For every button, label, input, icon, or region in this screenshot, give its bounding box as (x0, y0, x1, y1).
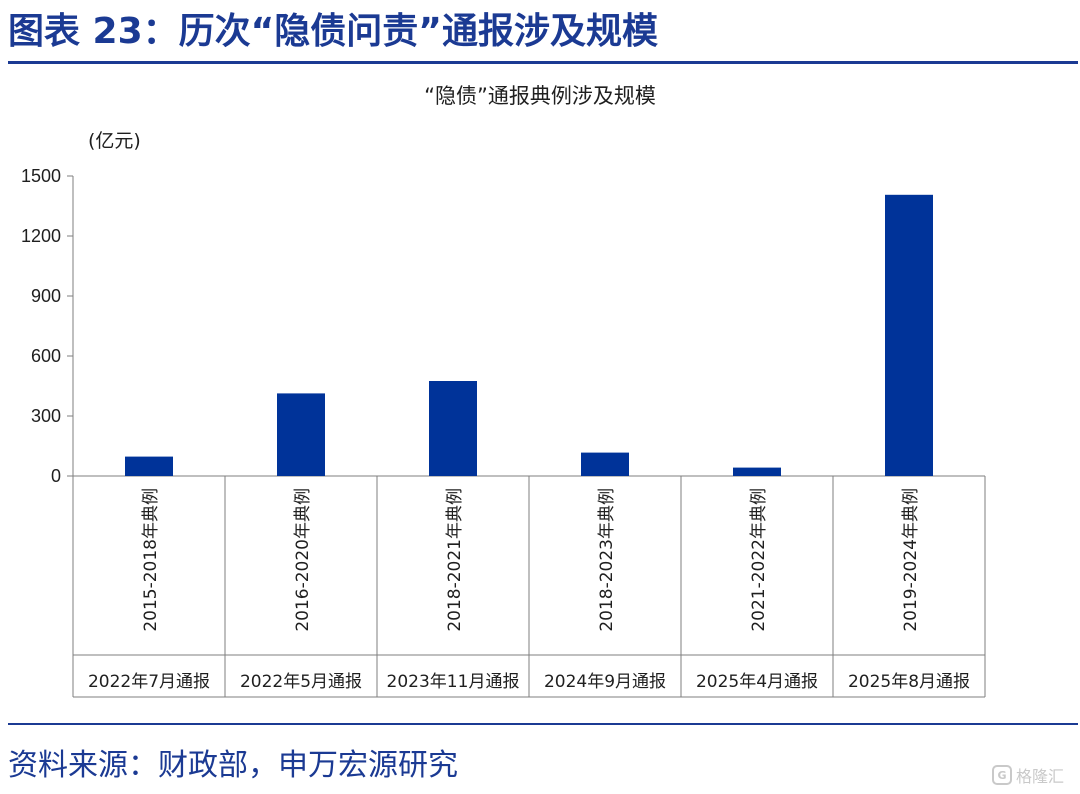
y-tick-label: 0 (51, 466, 61, 486)
y-tick-label: 600 (31, 346, 61, 366)
x-case-label: 2018-2021年典例 (445, 488, 465, 632)
x-case-label: 2018-2023年典例 (597, 488, 617, 632)
watermark-logo-icon: G (992, 765, 1012, 785)
y-axis-unit-label: (亿元) (88, 130, 141, 152)
source-rule (8, 723, 1078, 725)
bar-chart: 0 300 600 900 1200 1500 2015-2018年典例 2022年7月通报 2… (21, 166, 986, 698)
x-report-label: 2024年9月通报 (544, 672, 666, 692)
x-report-label: 2025年8月通报 (848, 672, 970, 692)
watermark-text: 格隆汇 (1016, 767, 1065, 786)
x-case-label: 2021-2022年典例 (749, 488, 769, 632)
x-report-label: 2023年11月通报 (387, 672, 520, 692)
y-tick-label: 900 (31, 286, 61, 306)
y-tick-label: 1200 (21, 226, 61, 246)
watermark: G 格隆汇 (992, 760, 1074, 790)
bar (277, 393, 325, 476)
chart-title: “隐债”通报典例涉及规模 (424, 84, 656, 108)
figure-title: 图表 23：历次“隐债问责”通报涉及规模 (8, 11, 658, 52)
bar (885, 194, 933, 477)
y-tick-label: 1500 (21, 166, 61, 186)
bar (581, 452, 629, 476)
bar (429, 381, 477, 476)
x-case-label: 2016-2020年典例 (293, 488, 313, 632)
bar (125, 456, 173, 476)
x-report-label: 2022年5月通报 (240, 672, 362, 692)
x-report-label: 2025年4月通报 (696, 672, 818, 692)
x-case-label: 2015-2018年典例 (141, 488, 161, 632)
source-note: 资料来源：财政部，申万宏源研究 (8, 748, 458, 783)
x-case-label: 2019-2024年典例 (901, 488, 921, 632)
y-tick-label: 300 (31, 406, 61, 426)
bar (733, 467, 781, 476)
title-rule (8, 61, 1078, 64)
x-report-label: 2022年7月通报 (88, 672, 210, 692)
